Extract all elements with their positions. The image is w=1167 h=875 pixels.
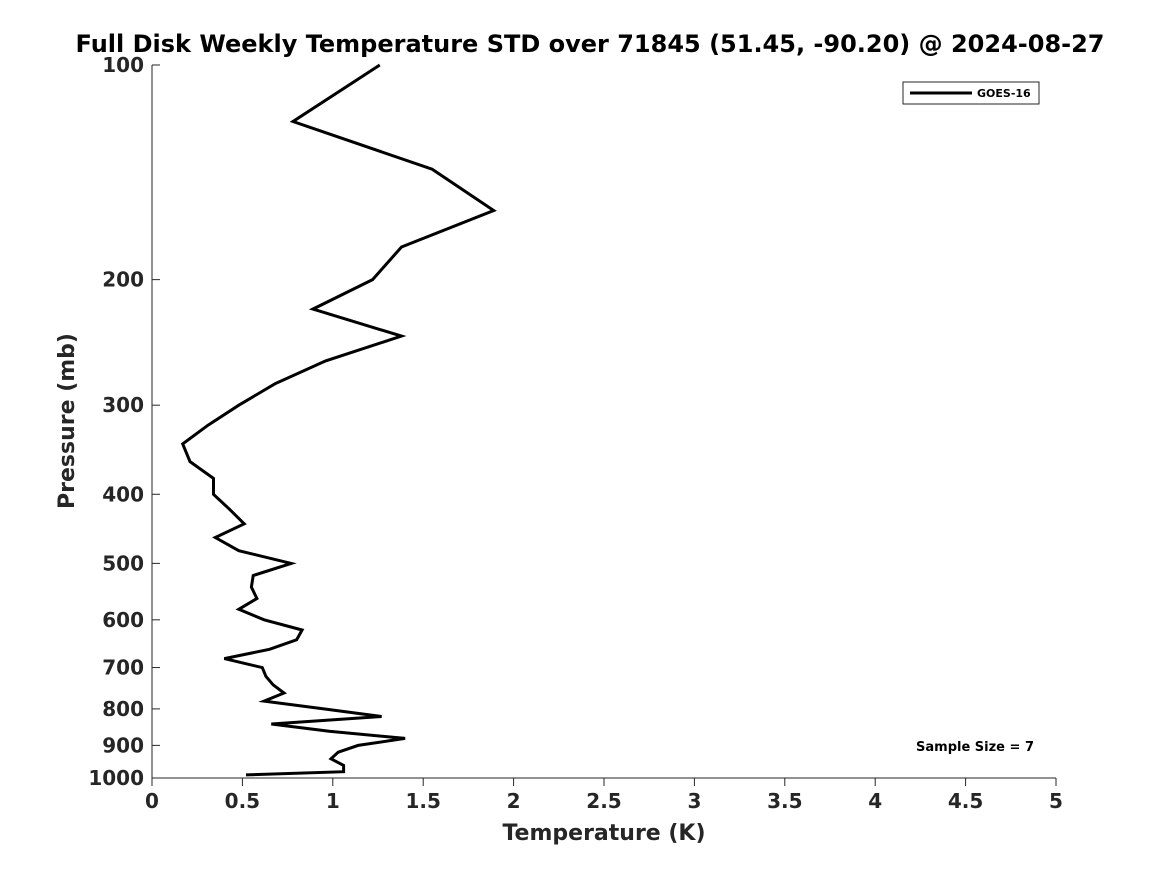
- series-layer: [180, 63, 497, 777]
- y-tick-label: 900: [102, 733, 144, 757]
- x-tick-label: 1: [326, 789, 340, 813]
- x-tick-label: 1.5: [405, 789, 440, 813]
- chart-title: Full Disk Weekly Temperature STD over 71…: [76, 30, 1105, 58]
- x-tick-label: 4: [868, 789, 882, 813]
- y-tick-label: 600: [102, 608, 144, 632]
- x-tick-label: 3: [687, 789, 701, 813]
- sample-size-annotation: Sample Size = 7: [916, 740, 1034, 755]
- y-tick-label: 200: [102, 268, 144, 292]
- x-tick-label: 4.5: [948, 789, 983, 813]
- x-tick-label: 0: [145, 789, 159, 813]
- plot-area: [151, 65, 1056, 779]
- legend: GOES-16: [902, 81, 1040, 105]
- y-axis-ticks: 100 200 300 400 500 600 700 800 900 1000: [88, 53, 160, 790]
- y-tick-label: 500: [102, 551, 144, 575]
- y-tick-label: 700: [102, 656, 144, 680]
- x-tick-label: 5: [1049, 789, 1063, 813]
- y-tick-label: 300: [102, 393, 144, 417]
- x-tick-label: 2.5: [586, 789, 621, 813]
- y-tick-label: 1000: [88, 766, 144, 790]
- x-axis-ticks: 0 0.5 1 1.5 2 2.5 3 3.5 4 4.5 5: [145, 778, 1063, 813]
- x-tick-label: 2: [507, 789, 521, 813]
- x-tick-label: 3.5: [767, 789, 802, 813]
- series-line-goes-16: [180, 63, 497, 777]
- x-axis-label: Temperature (K): [502, 821, 705, 846]
- y-tick-label: 100: [102, 53, 144, 77]
- y-tick-label: 800: [102, 697, 144, 721]
- legend-label-goes-16: GOES-16: [977, 87, 1031, 100]
- x-tick-label: 0.5: [225, 789, 260, 813]
- y-tick-label: 400: [102, 482, 144, 506]
- y-axis-label: Pressure (mb): [55, 333, 80, 509]
